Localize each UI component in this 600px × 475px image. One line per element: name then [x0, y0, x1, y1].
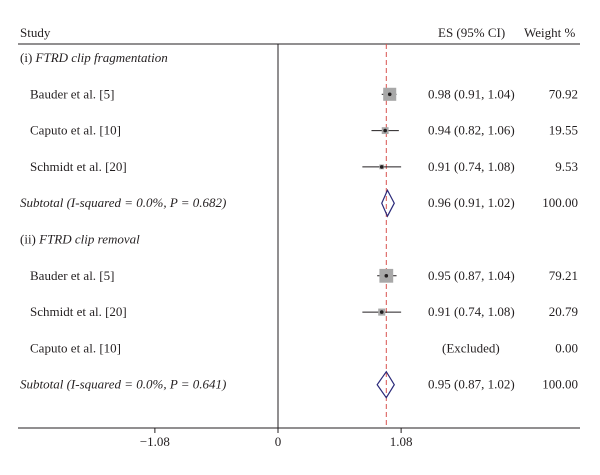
study-label: Bauder et al. [5]	[30, 268, 114, 283]
study-label: Caputo et al. [10]	[30, 123, 121, 138]
group-label-name: FTRD clip removal	[38, 232, 140, 247]
header-weight: Weight %	[524, 25, 575, 40]
weight-value: 0.00	[555, 340, 578, 355]
es-ci-value: (Excluded)	[442, 340, 500, 355]
group-label-prefix: (i)	[20, 50, 36, 65]
header-study: Study	[20, 25, 51, 40]
study-label: Caputo et al. [10]	[30, 340, 121, 355]
x-tick-label: 0	[275, 434, 282, 449]
point-estimate	[387, 92, 392, 97]
weight-value: 100.00	[542, 377, 578, 392]
weight-value: 19.55	[549, 123, 578, 138]
es-ci-value: 0.91 (0.74, 1.08)	[428, 304, 515, 319]
subtotal-diamond	[376, 370, 395, 399]
es-ci-value: 0.96 (0.91, 1.02)	[428, 195, 515, 210]
weight-value: 79.21	[549, 268, 578, 283]
es-ci-value: 0.95 (0.87, 1.04)	[428, 268, 515, 283]
header-es: ES (95% CI)	[438, 25, 505, 40]
weight-value: 100.00	[542, 195, 578, 210]
weight-value: 20.79	[549, 304, 578, 319]
group-label: (i) FTRD clip fragmentation	[20, 50, 168, 65]
forest-rows: (i) FTRD clip fragmentation Bauder et al.…	[20, 50, 578, 399]
point-estimate	[379, 310, 384, 314]
weight-value: 9.53	[555, 159, 578, 174]
subtotal-label: Subtotal (I-squared = 0.0%, P = 0.641)	[20, 377, 226, 392]
es-ci-value: 0.91 (0.74, 1.08)	[428, 159, 515, 174]
subtotal-diamond	[381, 188, 395, 218]
x-tick-label: −1.08	[140, 434, 170, 449]
point-estimate	[379, 165, 384, 169]
study-label: Bauder et al. [5]	[30, 86, 114, 101]
group-label-prefix: (ii)	[20, 232, 39, 247]
group-label-name: FTRD clip fragmentation	[35, 50, 168, 65]
subtotal-label: Subtotal (I-squared = 0.0%, P = 0.682)	[20, 195, 226, 210]
x-axis: −1.08 0 1.08	[140, 428, 413, 449]
es-ci-value: 0.95 (0.87, 1.02)	[428, 377, 515, 392]
weight-value: 70.92	[549, 86, 578, 101]
x-tick-label: 1.08	[390, 434, 413, 449]
es-ci-value: 0.98 (0.91, 1.04)	[428, 86, 515, 101]
es-ci-value: 0.94 (0.82, 1.06)	[428, 123, 515, 138]
group-label: (ii) FTRD clip removal	[20, 232, 140, 247]
study-label: Schmidt et al. [20]	[30, 304, 127, 319]
chart-frame	[18, 43, 580, 429]
study-label: Schmidt et al. [20]	[30, 159, 127, 174]
point-estimate	[384, 274, 389, 278]
point-estimate	[383, 128, 387, 133]
